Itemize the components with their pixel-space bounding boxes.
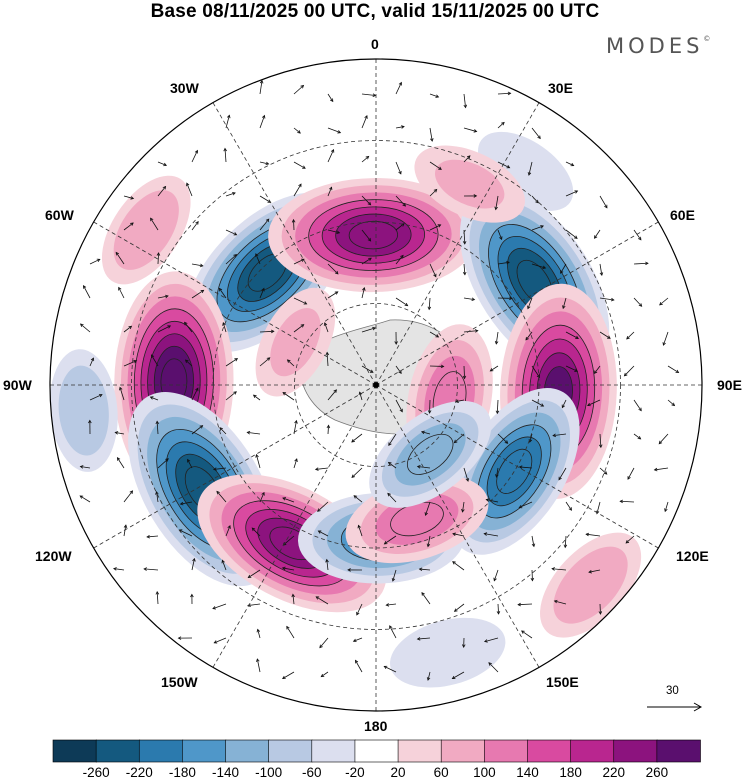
colorbar-tick-label: -20 [345, 765, 365, 780]
anomaly-blue-165e-outer [390, 617, 506, 688]
lon-label-60e: 60E [670, 207, 695, 223]
colorbar-swatch-0 [52, 739, 97, 763]
anomaly-field [50, 79, 680, 688]
lon-label-150e: 150E [546, 674, 579, 690]
colorbar-tick-label: -140 [212, 765, 240, 780]
colorbar-swatch-3 [182, 739, 227, 763]
colorbar-tick-label: 100 [473, 765, 496, 780]
map-border [49, 58, 703, 712]
colorbar-swatch-4 [225, 739, 270, 763]
colorbar-tick-label: 60 [433, 765, 449, 780]
brand-text: MODES [606, 34, 704, 58]
colorbar-tick-label: -60 [302, 765, 322, 780]
anomaly-blue-30e-outer [478, 131, 574, 211]
colorbar-tick-label: -260 [82, 765, 110, 780]
colorbar-tick-label: 180 [559, 765, 582, 780]
reference-vector-label: 30 [666, 685, 679, 697]
lon-label-60w: 60W [45, 207, 74, 223]
lon-label-150w: 150W [161, 674, 198, 690]
graticule [50, 59, 702, 711]
anomaly-blue-95w-outer [50, 349, 118, 472]
pole-marker [373, 382, 379, 388]
colorbar-swatch-11 [527, 739, 572, 763]
lon-label-90e: 90E [717, 377, 742, 393]
anomaly-pink-20e-outer [414, 145, 525, 223]
lon-label-0: 0 [371, 36, 379, 52]
colorbar-swatch-10 [484, 739, 529, 763]
anomaly-pink-45w-small [255, 287, 336, 397]
anomaly-pink-60w-outer [101, 175, 191, 285]
brand-mark: © [703, 35, 711, 43]
wind-vectors [79, 79, 680, 681]
colorbar-swatch-5 [268, 739, 313, 763]
lon-label-120w: 120W [35, 548, 72, 564]
anomaly-pink-0-ridge [268, 178, 479, 293]
colorbar-swatch-7 [354, 739, 399, 763]
colorbar-swatch-14 [656, 739, 701, 763]
colorbar-tick-label: -220 [125, 765, 153, 780]
colorbar-swatch-8 [397, 739, 443, 763]
colorbar-swatch-1 [95, 739, 141, 763]
lon-label-180: 180 [364, 718, 388, 734]
colorbar-swatch-2 [138, 739, 184, 763]
colorbar-tick-label: -180 [168, 765, 196, 780]
lon-label-30e: 30E [548, 80, 573, 96]
colorbar-tick-label: 220 [602, 765, 625, 780]
brand-logo: MODES© [606, 34, 710, 58]
anomaly-blue-120e-inner [369, 400, 492, 508]
colorbar-tick-label: 20 [390, 765, 406, 780]
anomaly-pink-150e-outer [540, 532, 642, 638]
colorbar-tick-label: 140 [516, 765, 539, 780]
colorbar-swatch-6 [311, 739, 356, 763]
map-title: Base 08/11/2025 00 UTC, valid 15/11/2025… [150, 1, 600, 22]
lon-label-90w: 90W [3, 377, 32, 393]
colorbar-tick-label: 260 [645, 765, 669, 780]
lon-label-120e: 120E [676, 548, 709, 564]
colorbar-swatch-13 [613, 739, 658, 763]
lon-label-30w: 30W [170, 80, 199, 96]
colorbar-swatch-12 [570, 739, 615, 763]
colorbar-tick-label: -100 [255, 765, 283, 780]
arrow-right-icon [647, 702, 703, 712]
colorbar-swatch-9 [440, 739, 486, 763]
